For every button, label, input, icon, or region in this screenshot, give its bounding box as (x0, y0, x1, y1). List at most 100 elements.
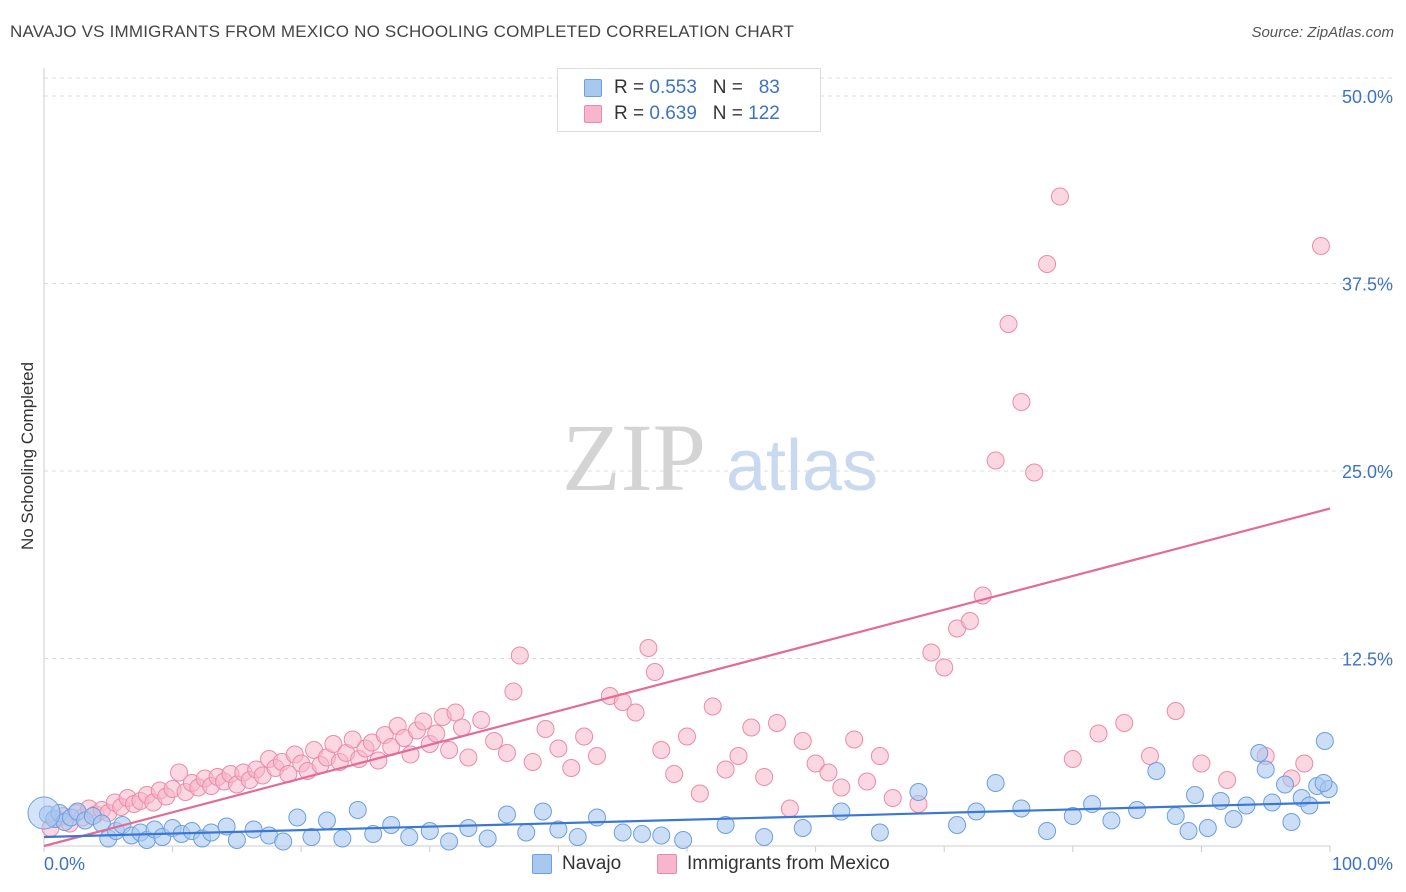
navajo-point-33 (382, 816, 401, 834)
navajo-point-66 (1185, 786, 1204, 804)
navajo-point-37 (459, 819, 478, 837)
navajo-swatch (584, 79, 602, 97)
navajo-point-76 (1300, 796, 1319, 815)
navajo-point-80 (1314, 774, 1333, 792)
navajo-point-23 (227, 831, 246, 849)
navajo-point-57 (986, 774, 1005, 792)
mexico-point-73 (549, 739, 568, 758)
mexico-swatch (584, 105, 602, 123)
navajo-r-label: R = (614, 77, 645, 98)
mexico-point-60 (427, 724, 446, 743)
navajo-point-26 (274, 832, 293, 851)
mexico-point-89 (742, 718, 761, 737)
navajo-point-59 (1038, 822, 1057, 840)
mexico-point-102 (922, 643, 941, 662)
mexico-point-72 (536, 720, 555, 738)
mexico-point-84 (678, 727, 696, 746)
mexico-point-88 (729, 747, 748, 765)
navajo-point-69 (1224, 810, 1243, 828)
navajo-point-73 (1275, 775, 1294, 794)
mexico-point-91 (768, 714, 787, 732)
navajo-point-46 (632, 825, 651, 843)
bottom-mexico-swatch (657, 854, 677, 874)
navajo-point-34 (400, 828, 419, 846)
navajo-point-30 (333, 829, 352, 848)
bottom-mexico-label: Immigrants from Mexico (687, 853, 890, 874)
mexico-trend-line (43, 507, 1331, 848)
navajo-point-41 (533, 802, 552, 821)
navajo-point-64 (1147, 762, 1166, 780)
mexico-point-58 (414, 712, 433, 731)
mexico-point-86 (703, 697, 722, 716)
y-tick-label-3: 50.0% (1342, 87, 1393, 107)
navajo-point-49 (716, 816, 735, 834)
navajo-point-52 (832, 802, 851, 821)
navajo-point-71 (1250, 744, 1269, 762)
bottom-legend-navajo: Navajo (532, 852, 621, 876)
navajo-point-62 (1102, 811, 1121, 830)
navajo-point-82 (1179, 822, 1198, 840)
y-tick-label-1: 25.0% (1342, 462, 1393, 482)
watermark-atlas: atlas (726, 426, 878, 506)
series-mexico-points (41, 187, 1330, 837)
grid-lines (44, 77, 1392, 659)
mexico-point-82 (652, 741, 671, 759)
mexico-point-76 (587, 747, 606, 765)
mexico-point-98 (858, 772, 877, 791)
mexico-point-70 (510, 646, 529, 665)
mexico-n-value: 122 (748, 103, 780, 124)
bottom-navajo-swatch (532, 854, 552, 874)
mexico-point-44 (324, 735, 343, 753)
mexico-point-85 (690, 784, 709, 803)
y-tick-label-2: 37.5% (1342, 275, 1393, 295)
mexico-point-81 (645, 663, 664, 681)
navajo-point-81 (1256, 760, 1275, 779)
mexico-r-label: R = (614, 103, 645, 124)
tick-labels: 12.5% 25.0% 37.5% 50.0% 0.0% 100.0% (44, 87, 1393, 874)
navajo-n-label: N = (712, 77, 743, 98)
mexico-point-62 (440, 741, 459, 759)
navajo-point-53 (870, 823, 889, 842)
navajo-point-36 (440, 832, 459, 851)
mexico-point-69 (504, 682, 523, 701)
y-tick-label-0: 12.5% (1342, 650, 1393, 670)
navajo-point-67 (1198, 819, 1217, 837)
mexico-point-80 (639, 639, 658, 657)
mexico-point-79 (626, 703, 645, 722)
x-tick-label-1: 100.0% (1332, 854, 1393, 874)
chart-title: NAVAJO VS IMMIGRANTS FROM MEXICO NO SCHO… (10, 22, 795, 41)
bottom-navajo-label: Navajo (562, 853, 622, 874)
mexico-point-75 (575, 727, 594, 746)
mexico-point-111 (1038, 255, 1057, 273)
navajo-point-74 (1282, 813, 1301, 831)
mexico-point-116 (1140, 747, 1159, 765)
mexico-point-108 (999, 315, 1018, 333)
bottom-legend-mexico: Immigrants from Mexico (657, 852, 890, 876)
mexico-point-107 (986, 451, 1005, 470)
mexico-point-66 (472, 711, 491, 729)
mexico-point-100 (883, 789, 902, 807)
navajo-point-63 (1128, 801, 1147, 819)
mexico-point-117 (1166, 702, 1185, 720)
navajo-point-48 (674, 831, 693, 849)
mexico-point-65 (459, 748, 478, 767)
mexico-point-90 (755, 768, 774, 786)
mexico-point-105 (960, 612, 979, 630)
mexico-point-123 (1295, 754, 1314, 773)
mexico-point-47 (343, 730, 362, 749)
navajo-point-44 (587, 808, 606, 827)
mexico-point-83 (665, 765, 684, 783)
navajo-point-24 (244, 820, 263, 839)
mexico-point-119 (1218, 771, 1237, 789)
navajo-point-58 (1012, 799, 1031, 818)
mexico-point-20 (170, 763, 189, 782)
navajo-point-68 (1211, 792, 1230, 810)
mexico-point-93 (793, 732, 812, 750)
navajo-point-32 (364, 825, 383, 843)
navajo-point-38 (478, 829, 497, 848)
mexico-point-92 (780, 799, 799, 818)
mexico-point-114 (1089, 724, 1108, 743)
navajo-point-large (27, 796, 61, 830)
navajo-point-29 (317, 811, 336, 830)
